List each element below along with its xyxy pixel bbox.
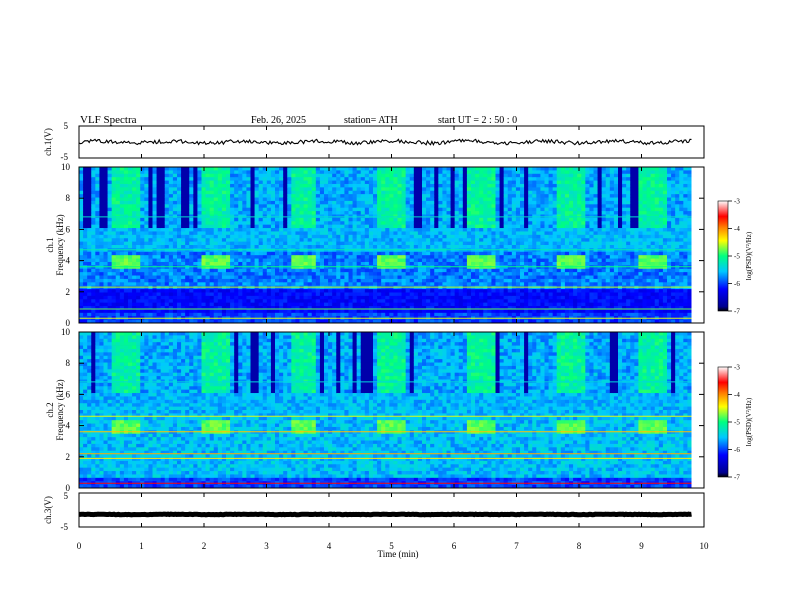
colorbar-tick: -5: [734, 253, 740, 261]
ch3-ytick-bottom: -5: [61, 522, 69, 532]
ch1-waveform-panel: 5 -5 ch.1(V): [43, 121, 705, 162]
colorbar-tick: -5: [734, 419, 740, 427]
spec2-ytick: 0: [66, 483, 71, 493]
spec2-ytick: 10: [61, 327, 71, 337]
spec1-ytick: 8: [66, 193, 71, 203]
start-time-label: start UT = 2 : 50 : 0: [438, 115, 517, 126]
x-tick-label: 1: [139, 541, 144, 551]
ch1-spectrogram-image: [79, 167, 704, 324]
x-tick-label: 7: [514, 541, 519, 551]
ch2-colorbar-label: log(PSD)(V²/Hz): [745, 397, 753, 446]
ch1-waveform-ylabel: ch.1(V): [43, 128, 53, 156]
ch1-ytick-top: 5: [64, 121, 69, 131]
spec1-ytick: 6: [66, 224, 71, 234]
spec2-ytick: 6: [66, 389, 71, 399]
spec1-ytick: 10: [61, 162, 71, 172]
ch1-waveform-line: [78, 138, 692, 146]
figure-title: VLF Spectra: [80, 114, 137, 126]
x-tick-label: 9: [639, 541, 644, 551]
x-axis-label: Time (min): [378, 549, 419, 559]
spec1-ytick: 4: [66, 256, 71, 266]
ch3-waveform-ylabel: ch.3(V): [43, 496, 53, 524]
colorbar-tick: -3: [734, 198, 740, 206]
x-tick-label: 3: [264, 541, 269, 551]
date-label: Feb. 26, 2025: [251, 115, 306, 126]
ch1-ytick-bottom: -5: [61, 152, 69, 162]
x-tick-label: 0: [77, 541, 82, 551]
x-tick-label: 2: [202, 541, 207, 551]
x-tick-label: 4: [327, 541, 332, 551]
spec1-ytick: 0: [66, 318, 71, 328]
spec1-ytick: 2: [66, 287, 71, 297]
colorbar-tick: -7: [734, 308, 740, 316]
ch3-ytick-top: 5: [64, 491, 69, 501]
colorbar-tick: -4: [734, 391, 740, 399]
colorbar-tick: -7: [734, 474, 740, 482]
ch1-spectrogram-ylabel-1: ch.1: [45, 237, 55, 252]
x-tick-label: 10: [700, 541, 710, 551]
ch3-waveform-line: [79, 511, 692, 518]
ch1-colorbar-label: log(PSD)(V²/Hz): [745, 231, 753, 280]
station-label: station= ATH: [344, 115, 398, 126]
ch2-spectrogram-ylabel-2: Frequency (kHz): [55, 379, 65, 440]
ch2-colorbar: [717, 366, 729, 478]
spec2-ytick: 4: [66, 421, 71, 431]
colorbar-tick: -6: [734, 446, 740, 454]
ch1-colorbar: [717, 200, 729, 312]
ch2-spectrogram-ylabel-1: ch.2: [45, 402, 55, 417]
x-tick-label: 5: [389, 541, 394, 551]
ch2-spectrogram-image: [79, 332, 704, 489]
ch1-spectrogram-ylabel-2: Frequency (kHz): [55, 214, 65, 275]
ch3-waveform-panel: 5 -5 ch.3(V): [43, 491, 705, 532]
spec2-ytick: 8: [66, 358, 71, 368]
x-tick-label: 8: [577, 541, 582, 551]
x-axis: 0 1 2 3 4 5 6 7 8 9 10: [77, 126, 709, 551]
colorbar-tick: -4: [734, 225, 740, 233]
spec2-ytick: 2: [66, 452, 71, 462]
colorbar-tick: -6: [734, 280, 740, 288]
colorbar-tick: -3: [734, 364, 740, 372]
ch3-waveform-frame: [78, 492, 705, 528]
x-tick-label: 6: [452, 541, 457, 551]
